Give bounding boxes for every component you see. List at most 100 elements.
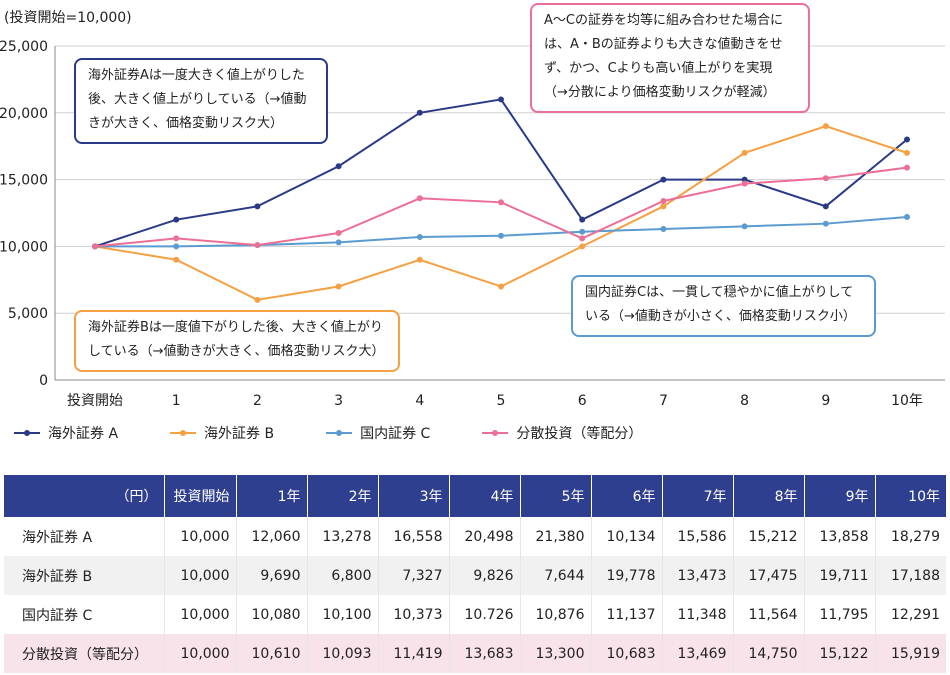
x-tick-label: 3 (334, 393, 343, 409)
series-lines (92, 96, 910, 303)
y-axis-ticks: 0 5,000 10,000 15,000 20,000 25,000 (0, 39, 48, 389)
series-point (254, 203, 261, 210)
series-point (904, 164, 910, 171)
table-cell: 10,373 (377, 595, 449, 634)
x-tick-label: 2 (253, 393, 262, 409)
table-cell: 10,000 (163, 595, 236, 634)
header-year-3: 3年 (377, 475, 449, 517)
table-cell: 19,778 (590, 556, 662, 595)
y-tick-label: 5,000 (8, 306, 48, 322)
table-cell: 7,327 (377, 556, 449, 595)
legend-swatch-c (326, 428, 353, 438)
legend-swatch-a (14, 428, 40, 438)
table-row: 海外証券 B 10,000 9,690 6,800 7,327 9,826 7,644 19,… (4, 556, 946, 595)
legend-swatch-d (482, 428, 509, 438)
table-cell: 11,137 (590, 595, 662, 634)
series-point (173, 235, 180, 242)
series-point (173, 256, 180, 263)
table-cell: 13,278 (306, 517, 378, 556)
legend-item-a: 海外証券 A (14, 423, 118, 443)
annotation-foreign-b: 海外証券Bは一度値下がりした後、大きく値上がり している（→値動きが大きく、価格… (74, 310, 400, 372)
table-cell: 20,498 (448, 517, 520, 556)
legend-swatch-b (170, 428, 197, 438)
table-cell: 10,080 (235, 595, 307, 634)
header-year-7: 7年 (661, 475, 733, 517)
table-cell: 11,564 (732, 595, 804, 634)
header-year-10: 10年 (874, 475, 946, 517)
x-tick-label: 4 (415, 393, 424, 409)
series-point (579, 228, 586, 235)
table-cell: 10.726 (448, 595, 520, 634)
x-tick-label: 7 (659, 393, 668, 409)
table-cell: 14,750 (732, 634, 804, 673)
series-point (822, 220, 829, 227)
series-point (416, 256, 423, 263)
y-tick-label: 0 (39, 373, 48, 389)
table-cell: 13,300 (519, 634, 591, 673)
table-cell: 13,858 (803, 517, 875, 556)
row-label: 国内証券 C (4, 595, 164, 634)
table-cell: 9,826 (448, 556, 520, 595)
series-point (254, 296, 261, 303)
header-start: 投資開始 (163, 475, 236, 517)
x-tick-label: 9 (821, 393, 830, 409)
row-label: 海外証券 B (4, 556, 164, 595)
series-point (741, 180, 748, 187)
series-point (335, 283, 342, 290)
x-tick-label: 1 (172, 393, 181, 409)
table-cell: 21,380 (519, 517, 591, 556)
header-year-2: 2年 (306, 475, 378, 517)
header-year-1: 1年 (235, 475, 307, 517)
series-point (173, 216, 180, 223)
series-point (904, 214, 910, 221)
series-point (904, 149, 910, 156)
table-cell: 16,558 (377, 517, 449, 556)
header-year-9: 9年 (803, 475, 875, 517)
legend-label-d: 分散投資（等配分） (516, 426, 643, 442)
table-row: 国内証券 C 10,000 10,080 10,100 10,373 10.726 10,8… (4, 595, 946, 634)
table-cell: 15,919 (874, 634, 946, 673)
series-point (579, 216, 586, 223)
table-cell: 18,279 (874, 517, 946, 556)
row-label: 海外証券 A (4, 517, 164, 556)
table-cell: 15,586 (661, 517, 733, 556)
table-cell: 10,876 (519, 595, 591, 634)
legend-label-b: 海外証券 B (204, 426, 275, 442)
x-tick-label: 6 (578, 393, 587, 409)
table-cell: 13,469 (661, 634, 733, 673)
series-point (660, 226, 667, 233)
series-point (904, 136, 910, 143)
table-cell: 6,800 (306, 556, 378, 595)
unit-label: (投資開始=10,000) (4, 10, 132, 26)
x-tick-label: 10年 (891, 393, 923, 409)
header-year-8: 8年 (732, 475, 804, 517)
table-cell: 13,473 (661, 556, 733, 595)
table-cell: 10,100 (306, 595, 378, 634)
series-point (498, 96, 504, 103)
table-cell: 10,000 (163, 634, 236, 673)
table-cell: 10,093 (306, 634, 378, 673)
table-cell: 17,475 (732, 556, 804, 595)
series-point (579, 243, 586, 250)
series-point (416, 109, 423, 116)
table-cell: 15,212 (732, 517, 804, 556)
series-point (173, 243, 180, 250)
x-axis-ticks: 投資開始 1 2 3 4 5 6 7 8 9 10年 (67, 393, 923, 409)
table-cell: 12,291 (874, 595, 946, 634)
table-cell: 19,711 (803, 556, 875, 595)
table-cell: 10,000 (163, 517, 236, 556)
header-unit: （円） (4, 475, 164, 517)
table-cell: 10,000 (163, 556, 236, 595)
table-cell: 7,644 (519, 556, 591, 595)
y-tick-label: 20,000 (0, 106, 48, 122)
table-cell: 11,419 (377, 634, 449, 673)
series-point (822, 203, 829, 210)
x-tick-label: 5 (497, 393, 506, 409)
series-point (498, 232, 504, 239)
series-point (498, 199, 504, 206)
table-cell: 11,348 (661, 595, 733, 634)
series-point (335, 239, 342, 246)
table-cell: 12,060 (235, 517, 307, 556)
series-point (254, 242, 261, 249)
table-cell: 10,134 (590, 517, 662, 556)
